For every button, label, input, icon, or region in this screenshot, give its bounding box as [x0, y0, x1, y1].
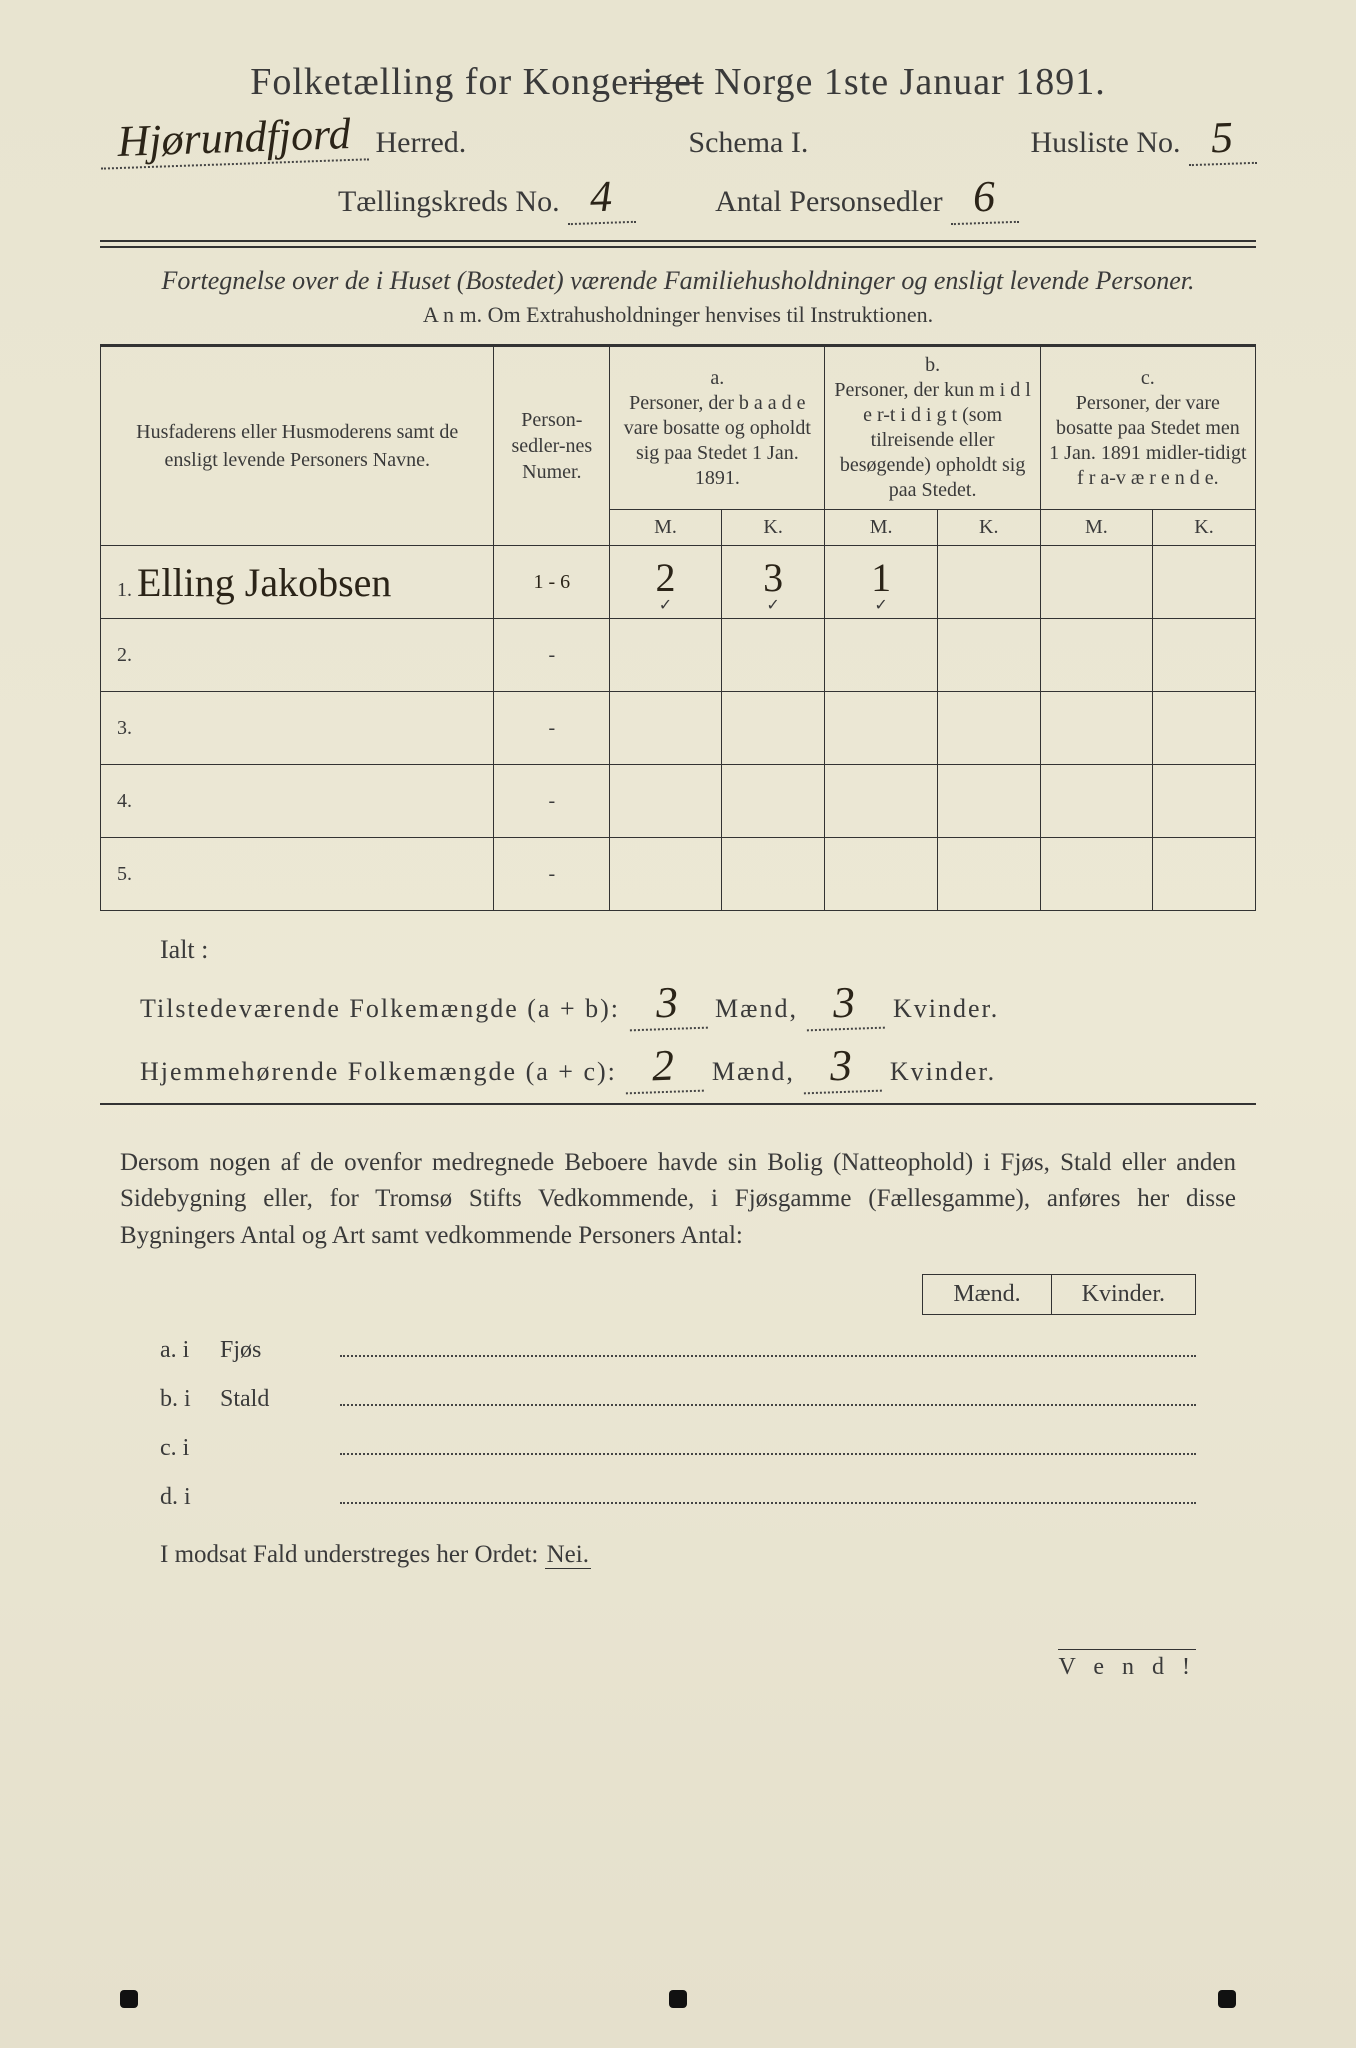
total-ac-m: 2	[624, 1039, 704, 1095]
bolig-row-b: b. i Stald	[160, 1380, 1196, 1413]
row-1-cM	[1040, 546, 1152, 619]
kreds-value: 4	[566, 170, 636, 225]
punch-hole-icon	[1218, 1990, 1236, 2008]
herred-label: Herred.	[376, 126, 467, 159]
divider-single	[100, 1103, 1256, 1105]
a-k: K.	[721, 510, 825, 546]
row-1-bK	[937, 546, 1040, 619]
antal-value: 6	[949, 170, 1019, 225]
c-k: K.	[1153, 510, 1256, 546]
bolig-maend: Mænd.	[922, 1274, 1050, 1315]
c-m: M.	[1040, 510, 1152, 546]
row-1-bM: 1✓	[825, 546, 937, 619]
punch-hole-icon	[669, 1990, 687, 2008]
bolig-header: Mænd. Kvinder.	[160, 1274, 1196, 1315]
totals-line-2: Hjemmehørende Folkemængde (a + c): 2 Mæn…	[100, 1040, 1256, 1093]
herred-value: Hjørundfjord	[99, 107, 369, 169]
husliste-label: Husliste No.	[1031, 126, 1181, 159]
row-1-numer: 1 - 6	[494, 546, 610, 619]
punch-hole-icon	[120, 1990, 138, 2008]
divider-double	[100, 240, 1256, 248]
table-row: 2. -	[101, 619, 1256, 692]
header-row-2: Tællingskreds No. 4 Antal Personsedler 6	[100, 171, 1256, 224]
vend-label: V e n d !	[1058, 1649, 1196, 1681]
col-b-header: b. Personer, der kun m i d l e r-t i d i…	[825, 346, 1040, 510]
table-row: 1. Elling Jakobsen 1 - 6 2✓ 3✓ 1✓	[101, 546, 1256, 619]
ialt-label: Ialt :	[160, 935, 1256, 965]
col-names-header: Husfaderens eller Husmoderens samt de en…	[101, 346, 494, 546]
kreds-label: Tællingskreds No.	[338, 185, 560, 218]
subtitle: Fortegnelse over de i Huset (Bostedet) v…	[100, 266, 1256, 296]
title-strike: riget	[629, 61, 704, 103]
a-m: M.	[610, 510, 722, 546]
nei-word: Nei.	[545, 1541, 591, 1569]
husliste-value: 5	[1187, 111, 1257, 166]
row-1-aM: 2✓	[610, 546, 722, 619]
total-ab-k: 3	[806, 976, 886, 1032]
totals-line-1: Tilstedeværende Folkemængde (a + b): 3 M…	[100, 977, 1256, 1030]
bolig-row-c: c. i	[160, 1429, 1196, 1462]
main-table: Husfaderens eller Husmoderens samt de en…	[100, 344, 1256, 911]
bolig-table: Mænd. Kvinder. a. i Fjøs b. i Stald c. i…	[160, 1274, 1196, 1511]
table-row: 3. -	[101, 692, 1256, 765]
b-k: K.	[937, 510, 1040, 546]
row-1-cK	[1153, 546, 1256, 619]
bolig-row-a: a. i Fjøs	[160, 1331, 1196, 1364]
title-prefix: Folketælling for Konge	[250, 61, 629, 103]
table-row: 5. -	[101, 838, 1256, 911]
col-numer-header: Person-sedler-nes Numer.	[494, 346, 610, 546]
row-1-aK: 3✓	[721, 546, 825, 619]
b-m: M.	[825, 510, 937, 546]
title-suffix: Norge 1ste Januar 1891.	[704, 61, 1106, 103]
census-form-page: Folketælling for Kongeriget Norge 1ste J…	[0, 0, 1356, 2048]
header-row-1: Hjørundfjord Herred. Schema I. Husliste …	[100, 112, 1256, 165]
anm-note: A n m. Om Extrahusholdninger henvises ti…	[100, 302, 1256, 328]
total-ab-m: 3	[628, 976, 708, 1032]
row-1-name: 1. Elling Jakobsen	[101, 546, 494, 619]
col-a-header: a. Personer, der b a a d e vare bosatte …	[610, 346, 825, 510]
bolig-kvinder: Kvinder.	[1051, 1274, 1196, 1315]
nei-line: I modsat Fald understreges her Ordet: Ne…	[160, 1541, 1196, 1569]
schema-label: Schema I.	[688, 126, 808, 160]
bolig-paragraph: Dersom nogen af de ovenfor medregnede Be…	[120, 1145, 1236, 1254]
total-ac-k: 3	[802, 1039, 882, 1095]
table-row: 4. -	[101, 765, 1256, 838]
bolig-row-d: d. i	[160, 1478, 1196, 1511]
col-c-header: c. Personer, der vare bosatte paa Stedet…	[1040, 346, 1255, 510]
antal-label: Antal Personsedler	[715, 185, 942, 218]
page-title: Folketælling for Kongeriget Norge 1ste J…	[100, 60, 1256, 104]
